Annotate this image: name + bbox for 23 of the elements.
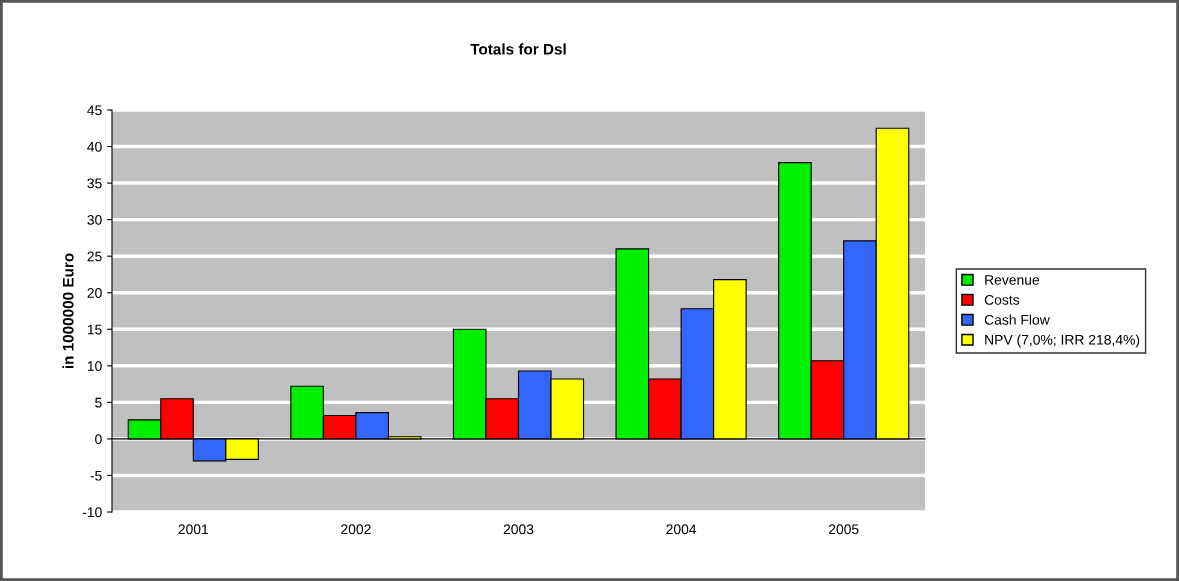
y-tick-label: 35 [87,178,102,189]
y-tick-label: -5 [90,470,102,481]
y-tick-label: 25 [87,251,102,262]
y-tick-label: 20 [87,288,102,298]
y-axis-title: in 1000000 Euro [62,253,74,369]
y-tick-label: 45 [87,105,102,116]
y-tick-label: 5 [95,397,102,408]
y-tick-label: 0 [95,434,102,445]
x-tick-label: 2002 [341,524,371,535]
y-tick-label: 30 [87,214,102,225]
legend-label: Revenue [985,275,1040,285]
legend-label: Cash Flow [984,314,1050,325]
y-tick-label: 40 [87,141,102,152]
x-tick-label: 2001 [178,524,209,535]
x-tick-label: 2003 [503,524,534,535]
x-tick-label: 2004 [666,524,697,535]
y-tick-label: -10 [82,507,102,518]
legend-label: Costs [984,294,1020,305]
chart-title: Totals for Dsl [470,43,566,55]
legend-label: NPV (7,0%; IRR 218,4%) [985,334,1140,348]
y-tick-label: 15 [87,324,102,335]
x-tick-label: 2005 [828,524,859,535]
y-tick-label: 10 [87,361,102,371]
